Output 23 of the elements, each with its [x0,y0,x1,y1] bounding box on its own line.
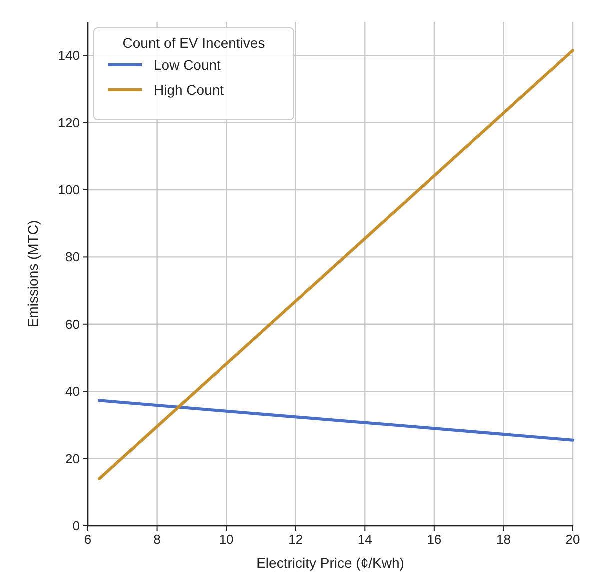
y-tick-label: 120 [58,115,80,130]
x-tick-label: 6 [84,532,92,547]
x-tick-label: 20 [566,532,580,547]
line-series [98,49,574,480]
x-axis-title: Electricity Price (¢/Kwh) [256,555,404,571]
y-tick-label: 20 [66,451,80,466]
x-tick-label: 18 [496,532,511,547]
x-tick-label: 16 [427,532,442,547]
legend-title: Count of EV Incentives [122,35,266,51]
y-tick-label: 40 [66,384,80,400]
legend-label: Low Count [154,57,222,73]
y-tick-label: 80 [66,250,80,265]
x-tick-label: 12 [288,532,304,547]
y-tick-label: 60 [66,316,80,332]
y-tick-label: 0 [72,518,80,534]
y-tick-label: 100 [58,182,80,198]
y-axis-title: Emissions (MTC) [25,220,41,328]
x-tick-label: 8 [154,532,161,547]
x-tick-label: 10 [219,532,234,547]
x-tick-label: 14 [358,532,372,547]
line-series [98,399,574,442]
y-tick-label: 140 [58,48,80,64]
legend-label: High Count [154,82,224,98]
